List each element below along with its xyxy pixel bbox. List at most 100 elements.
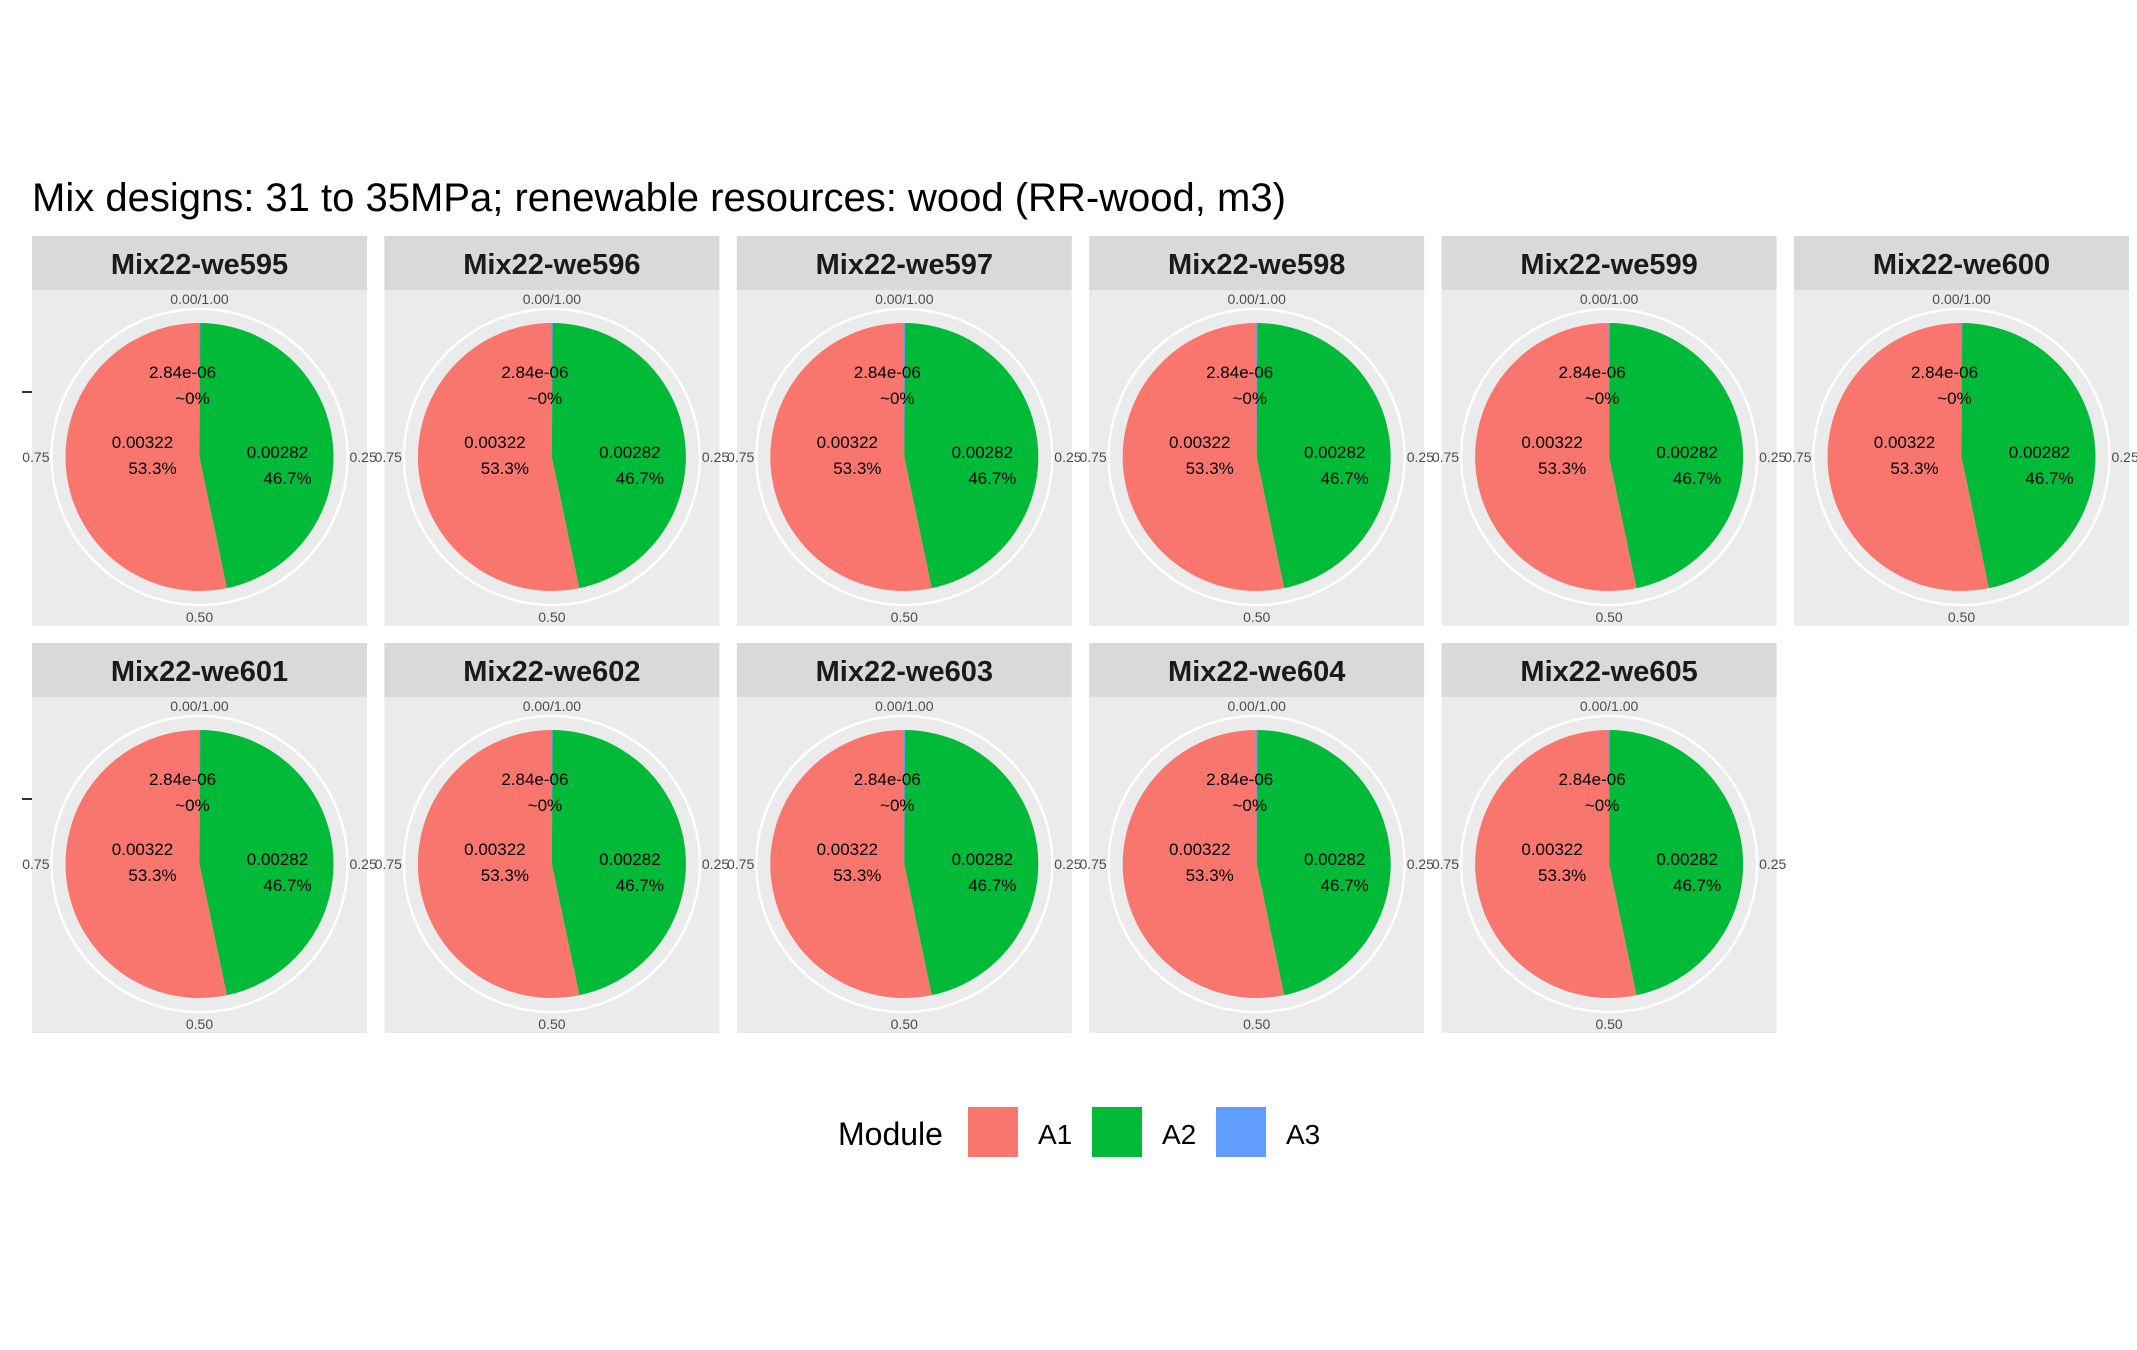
theta-tick-label: 0.00/1.00 — [1228, 291, 1287, 307]
facet-panel: Mix22-we602 0.00322 53.3% 0.00282 46.7% 2.84e… — [375, 643, 729, 1033]
slice-percent-label: 53.3% — [481, 459, 529, 478]
theta-tick-label: 0.75 — [375, 449, 402, 465]
slice-value-label: 0.00282 — [1656, 443, 1717, 462]
slice-value-label: 0.00282 — [2009, 443, 2070, 462]
slice-percent-label: 46.7% — [1321, 469, 1369, 488]
slice-percent-label: ~0% — [1232, 389, 1267, 408]
theta-tick-label: 0.25 — [2112, 449, 2137, 465]
legend-label: A1 — [1038, 1119, 1072, 1150]
slice-value-label: 0.00322 — [112, 840, 173, 859]
pie-slice-a3 — [903, 730, 906, 864]
pie-slice-a3 — [1256, 322, 1258, 457]
facet-strip-label: Mix22-we603 — [816, 656, 993, 688]
pie-slice-a3 — [903, 322, 906, 457]
facet-strip-label: Mix22-we597 — [816, 249, 993, 281]
theta-tick-label: 0.00/1.00 — [523, 291, 582, 307]
pie-slice-a2 — [551, 323, 686, 589]
slice-percent-label: 46.7% — [1673, 469, 1721, 488]
polar-gridline — [755, 307, 1054, 607]
polar-gridline — [755, 714, 1054, 1014]
slice-percent-label: 46.7% — [616, 469, 664, 488]
pie-slice-a3 — [1608, 730, 1611, 864]
slice-value-label: 2.84e-06 — [1559, 770, 1626, 789]
facet-strip-label: Mix22-we599 — [1520, 249, 1697, 281]
slice-value-label: 2.84e-06 — [501, 363, 568, 382]
slice-percent-label: ~0% — [528, 796, 563, 815]
legend-label: A2 — [1162, 1119, 1196, 1150]
slice-percent-label: ~0% — [880, 796, 915, 815]
theta-tick-label: 0.75 — [1079, 856, 1106, 872]
theta-tick-label: 0.75 — [22, 449, 49, 465]
slice-percent-label: 53.3% — [481, 866, 529, 885]
slice-value-label: 0.00282 — [599, 443, 660, 462]
slice-value-label: 2.84e-06 — [149, 770, 216, 789]
slice-value-label: 0.00322 — [1169, 840, 1230, 859]
pie-slice-a1 — [1122, 730, 1285, 998]
facet-strip-label: Mix22-we600 — [1873, 249, 2050, 281]
slice-percent-label: 53.3% — [128, 866, 176, 885]
slice-value-label: 0.00322 — [817, 840, 878, 859]
facet-strip-label: Mix22-we602 — [463, 656, 640, 688]
pie-slice-a1 — [1475, 323, 1637, 591]
facet-panels: Mix22-we595 0.00322 53.3% 0.00282 46.7% 2.84e… — [22, 236, 2137, 1033]
theta-tick-label: 0.00/1.00 — [170, 291, 229, 307]
slice-percent-label: 53.3% — [833, 866, 881, 885]
facet-strip — [736, 643, 1072, 697]
pie-slice-a3 — [1608, 322, 1611, 457]
slice-percent-label: 46.7% — [616, 876, 664, 895]
slice-value-label: 2.84e-06 — [1206, 363, 1273, 382]
slice-value-label: 0.00282 — [952, 850, 1013, 869]
slice-value-label: 0.00282 — [1304, 850, 1365, 869]
facet-strip-label: Mix22-we605 — [1520, 656, 1697, 688]
pie-slice-a1 — [1827, 323, 1989, 591]
facet-panel: Mix22-we605 0.00322 53.3% 0.00282 46.7% 2.84e… — [1432, 643, 1787, 1033]
polar-gridline — [50, 714, 349, 1014]
pie-slice-a1 — [65, 730, 227, 999]
polar-gridline — [1107, 714, 1406, 1014]
slice-value-label: 0.00282 — [599, 850, 660, 869]
facet-panel: Mix22-we595 0.00322 53.3% 0.00282 46.7% 2.84e… — [22, 236, 377, 626]
theta-tick-label: 0.50 — [538, 609, 565, 625]
pie-slice-a2 — [904, 323, 1039, 589]
theta-tick-label: 0.25 — [1407, 449, 1434, 465]
pie-slice-a1 — [770, 323, 932, 591]
theta-tick-label: 0.50 — [891, 1016, 918, 1032]
facet-strip-label: Mix22-we596 — [463, 249, 640, 281]
legend-title: Module — [838, 1116, 943, 1152]
slice-percent-label: 53.3% — [1186, 866, 1234, 885]
slice-percent-label: 53.3% — [833, 459, 881, 478]
slice-percent-label: 46.7% — [968, 469, 1016, 488]
pie-slice-a1 — [65, 323, 227, 591]
theta-tick-label: 0.25 — [350, 449, 377, 465]
facet-strip — [32, 643, 367, 697]
slice-value-label: 0.00322 — [112, 433, 173, 452]
slice-value-label: 0.00322 — [1521, 433, 1582, 452]
slice-value-label: 0.00282 — [247, 850, 308, 869]
slice-percent-label: ~0% — [1585, 389, 1620, 408]
facet-strip — [384, 643, 720, 697]
slice-percent-label: ~0% — [1585, 796, 1620, 815]
slice-value-label: 0.00282 — [952, 443, 1013, 462]
pie-slice-a1 — [417, 730, 580, 998]
theta-tick-label: 0.75 — [1079, 449, 1106, 465]
facet-panel: Mix22-we599 0.00322 53.3% 0.00282 46.7% 2.84e… — [1432, 236, 1787, 626]
polar-gridline — [402, 714, 702, 1014]
theta-tick-label: 0.00/1.00 — [1932, 291, 1991, 307]
slice-value-label: 0.00322 — [1521, 840, 1582, 859]
slice-percent-label: ~0% — [528, 389, 563, 408]
polar-gridline — [1459, 307, 1759, 607]
theta-tick-label: 0.75 — [727, 856, 754, 872]
facet-strip-label: Mix22-we601 — [111, 656, 288, 688]
facet-panel: Mix22-we596 0.00322 53.3% 0.00282 46.7% 2.84e… — [375, 236, 729, 626]
pie-slice-a2 — [1256, 730, 1391, 996]
pie-slice-a2 — [904, 730, 1039, 996]
facet-panel: Mix22-we598 0.00322 53.3% 0.00282 46.7% 2.84e… — [1079, 236, 1434, 626]
facet-panel: Mix22-we604 0.00322 53.3% 0.00282 46.7% 2.84e… — [1079, 643, 1434, 1033]
pie-slice-a2 — [1609, 730, 1744, 996]
facet-panel: Mix22-we600 0.00322 53.3% 0.00282 46.7% 2.84e… — [1784, 236, 2137, 626]
slice-value-label: 2.84e-06 — [1559, 363, 1626, 382]
facet-strip-label: Mix22-we604 — [1168, 656, 1345, 688]
slice-percent-label: ~0% — [175, 389, 210, 408]
